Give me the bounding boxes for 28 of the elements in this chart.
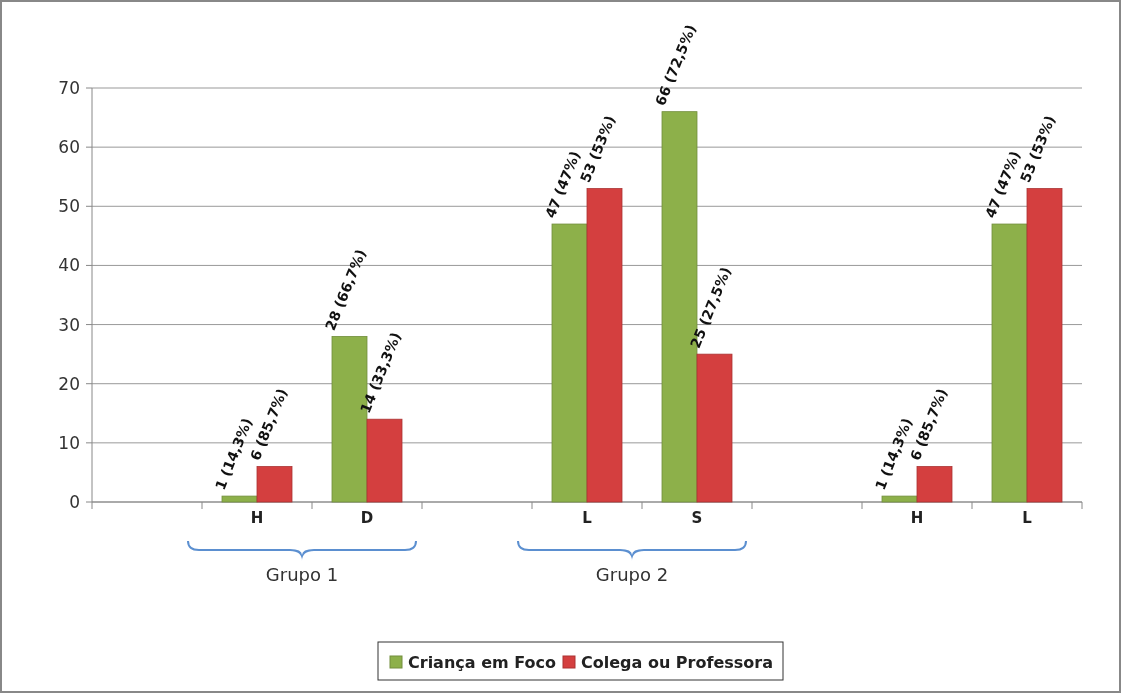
bar bbox=[881, 495, 918, 503]
bar bbox=[586, 188, 623, 503]
bar bbox=[551, 223, 588, 503]
x-tick-label: H bbox=[250, 509, 264, 527]
bar bbox=[221, 495, 258, 503]
y-tick-label: 20 bbox=[58, 373, 80, 394]
x-tick-label: L bbox=[1022, 509, 1033, 527]
bar bbox=[991, 223, 1028, 503]
legend-label: Colega ou Professora bbox=[581, 652, 773, 672]
y-tick-label: 30 bbox=[58, 314, 80, 335]
bar bbox=[366, 418, 403, 503]
bar bbox=[916, 466, 953, 503]
y-tick-label: 50 bbox=[58, 196, 80, 217]
text: Grupo 2 bbox=[595, 564, 669, 585]
y-tick-label: 70 bbox=[58, 77, 80, 98]
bar bbox=[1026, 188, 1063, 503]
text: Grupo 1 bbox=[265, 564, 339, 585]
legend-label: Criança em Foco bbox=[408, 652, 557, 672]
y-tick-label: 0 bbox=[69, 491, 80, 512]
x-tick-label: H bbox=[910, 509, 924, 527]
y-tick-label: 10 bbox=[58, 432, 80, 453]
y-tick-label: 60 bbox=[58, 137, 80, 158]
x-tick-label: S bbox=[691, 509, 703, 527]
y-tick-label: 40 bbox=[58, 255, 80, 276]
bar bbox=[696, 353, 733, 503]
x-tick-label: L bbox=[582, 509, 593, 527]
x-tick-label: D bbox=[360, 509, 374, 527]
bar bbox=[256, 466, 293, 503]
